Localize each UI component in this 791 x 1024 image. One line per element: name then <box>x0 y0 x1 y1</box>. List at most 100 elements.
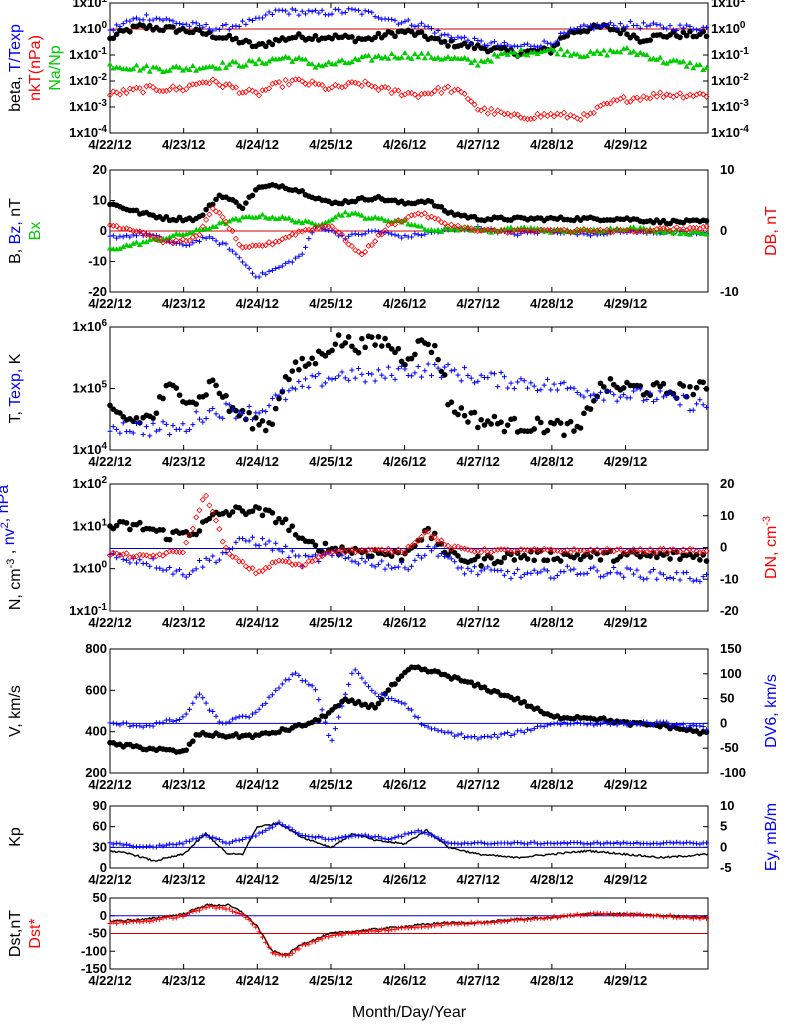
data-point <box>607 376 614 382</box>
data-point <box>435 553 441 559</box>
data-point <box>425 831 431 837</box>
data-point <box>153 428 159 434</box>
data-point <box>332 836 338 842</box>
x-tick-label: 4/25/12 <box>309 296 352 311</box>
data-point <box>531 545 538 553</box>
data-point <box>114 721 120 727</box>
data-point <box>399 20 405 26</box>
data-point <box>196 416 202 422</box>
data-point <box>262 427 269 434</box>
data-point <box>617 49 624 55</box>
data-point <box>525 41 531 47</box>
data-point <box>498 919 504 925</box>
x-tick-label: 4/26/12 <box>383 777 426 792</box>
data-point <box>505 385 511 391</box>
data-point <box>319 936 325 942</box>
data-point <box>667 839 673 845</box>
data-point <box>263 409 269 415</box>
tick-label: -100 <box>81 943 107 958</box>
data-point <box>160 527 166 533</box>
data-point <box>226 906 232 912</box>
data-point <box>322 380 328 386</box>
data-point <box>544 112 551 120</box>
x-tick-label: 4/27/12 <box>457 973 500 988</box>
data-point <box>697 397 703 403</box>
data-point <box>462 840 468 846</box>
tick-label: 1x101 <box>711 0 746 10</box>
data-point <box>193 908 199 914</box>
x-tick-label: 4/28/12 <box>530 973 573 988</box>
data-point <box>508 733 514 739</box>
data-point <box>680 29 687 36</box>
data-point <box>697 916 703 922</box>
data-point <box>471 57 478 63</box>
data-point <box>571 721 577 727</box>
data-point <box>236 409 242 415</box>
data-point <box>684 569 690 575</box>
data-point <box>316 10 322 16</box>
data-point <box>332 61 339 67</box>
data-point <box>432 544 438 550</box>
data-point <box>597 50 604 57</box>
data-point <box>704 916 710 922</box>
data-point <box>558 722 564 728</box>
data-point <box>445 729 451 735</box>
data-point <box>137 519 143 526</box>
data-point <box>345 212 352 218</box>
data-point <box>133 62 140 68</box>
tick-label: 0 <box>720 839 727 854</box>
data-point <box>110 88 117 95</box>
data-point <box>279 549 285 555</box>
data-point <box>196 27 203 33</box>
data-point <box>435 921 441 927</box>
data-point <box>651 20 657 26</box>
data-point <box>160 395 166 402</box>
data-point <box>196 22 202 28</box>
data-point <box>120 243 127 249</box>
data-point <box>623 45 630 51</box>
data-point <box>597 574 603 580</box>
data-point <box>124 232 130 238</box>
data-point <box>494 53 501 59</box>
data-point <box>445 43 451 49</box>
data-point <box>250 921 256 927</box>
data-point <box>491 110 498 118</box>
data-point <box>633 549 640 556</box>
data-point <box>368 83 375 90</box>
data-point <box>206 234 212 240</box>
data-point <box>700 915 706 921</box>
tick-label: 1x106 <box>73 318 108 334</box>
data-point <box>554 41 561 47</box>
data-point <box>428 832 434 838</box>
data-point <box>243 416 249 422</box>
data-point <box>246 403 252 409</box>
plot-frame <box>109 648 709 774</box>
data-point <box>428 226 435 233</box>
data-point <box>570 113 578 120</box>
data-point <box>637 97 644 104</box>
data-point <box>531 839 537 845</box>
data-point <box>594 546 601 553</box>
data-point <box>259 702 265 708</box>
data-point <box>544 427 551 434</box>
data-point <box>432 30 438 36</box>
data-point <box>146 553 153 560</box>
data-point <box>521 730 527 736</box>
data-point <box>491 227 498 234</box>
data-point <box>193 67 200 73</box>
data-point <box>418 50 425 56</box>
data-point <box>402 18 408 24</box>
data-point <box>107 920 113 926</box>
data-point <box>220 415 226 421</box>
data-point <box>269 692 275 698</box>
data-point <box>415 537 422 544</box>
data-point <box>607 570 613 576</box>
data-point <box>160 27 166 34</box>
data-point <box>448 35 454 41</box>
data-point <box>468 547 475 554</box>
data-point <box>230 908 236 914</box>
x-tick-label: 4/27/12 <box>457 137 500 152</box>
data-point <box>375 561 381 567</box>
data-point <box>604 720 610 726</box>
data-point <box>140 229 147 236</box>
